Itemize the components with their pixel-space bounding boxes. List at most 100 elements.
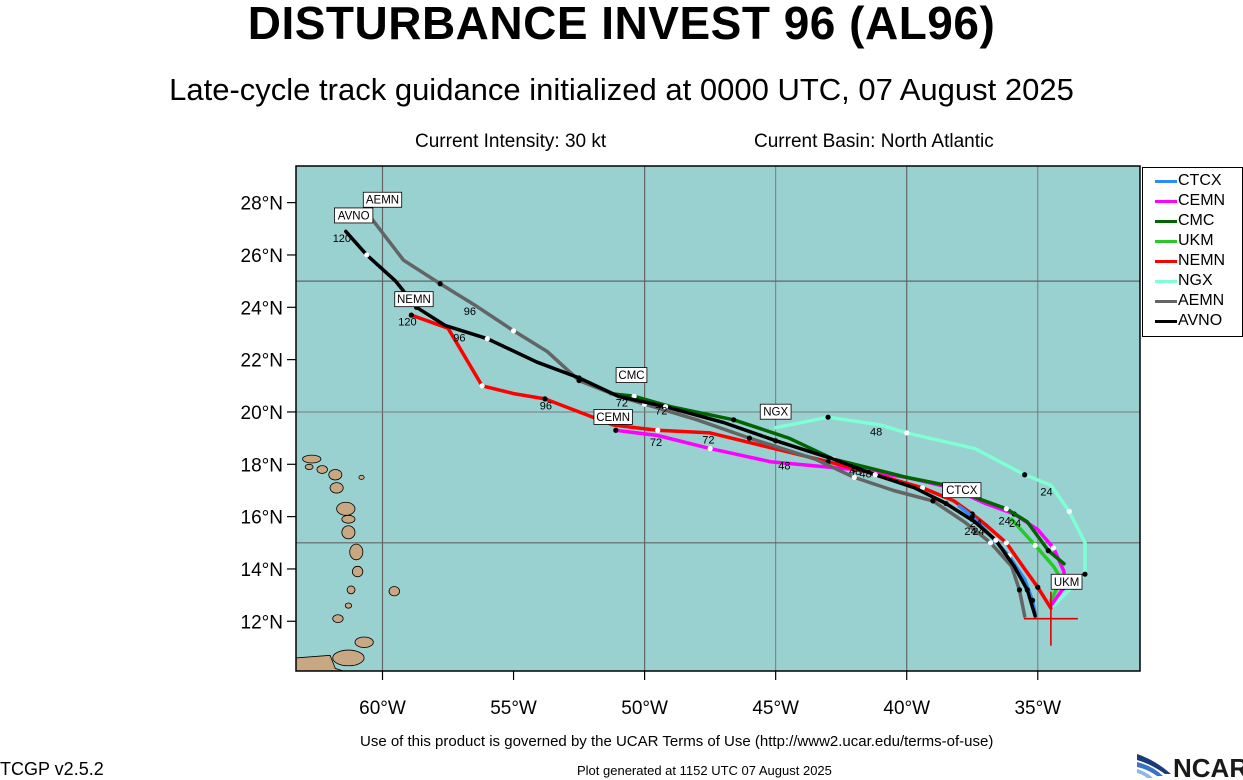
track-point <box>479 383 485 389</box>
terms-of-use: Use of this product is governed by the U… <box>360 733 994 750</box>
forecast-hour-label: 48 <box>778 461 790 473</box>
track-point <box>707 445 713 452</box>
model-label: AVNO <box>338 210 370 222</box>
track-point <box>1022 472 1028 478</box>
model-label: AEMN <box>366 195 399 207</box>
legend-item: NGX <box>1143 271 1243 291</box>
track-point <box>872 472 878 478</box>
island <box>388 586 400 597</box>
track-point <box>1016 587 1023 593</box>
island <box>329 482 344 494</box>
track-point <box>1066 508 1072 514</box>
track-point <box>437 281 443 287</box>
model-label-box <box>1050 573 1083 590</box>
lat-tick-label: 16°N <box>241 508 283 529</box>
legend-label: AVNO <box>1178 312 1223 329</box>
track-point <box>1024 587 1030 593</box>
generated-timestamp: Plot generated at 1152 UTC 07 August 202… <box>577 763 832 778</box>
legend-label: UKM <box>1178 232 1214 249</box>
model-label-box <box>759 403 792 420</box>
track-point <box>825 414 831 420</box>
model-label: NEMN <box>397 294 431 306</box>
legend-swatch <box>1155 180 1177 183</box>
ncar-logo-mark <box>1137 754 1171 778</box>
model-label-box <box>615 367 648 383</box>
track-avno <box>344 229 1037 618</box>
legend-item: CMC <box>1143 211 1243 231</box>
track-point <box>1003 506 1009 512</box>
legend-item: CTCX <box>1143 171 1243 191</box>
island <box>354 636 374 648</box>
track-point <box>542 396 548 402</box>
legend-label: AEMN <box>1178 292 1225 309</box>
forecast-hour-label: 48 <box>860 468 872 480</box>
legend-item: UKM <box>1143 231 1243 251</box>
track-point <box>631 393 637 399</box>
track-point <box>987 540 994 546</box>
lon-tick-label: 55°W <box>490 698 537 719</box>
track-point <box>993 537 999 543</box>
track-nemn <box>409 313 1053 610</box>
current-intensity: Current Intensity: 30 kt <box>415 131 607 152</box>
track-aemn <box>367 213 1027 618</box>
track-point <box>576 375 582 381</box>
island <box>316 465 328 474</box>
forecast-hour-label: 120 <box>398 317 416 329</box>
model-label-box <box>394 291 434 308</box>
forecast-hour-label: 24 <box>972 526 984 538</box>
island <box>302 454 322 464</box>
model-label: CMC <box>618 370 644 382</box>
lon-tick-label: 50°W <box>621 698 668 719</box>
legend-label: CEMN <box>1178 192 1226 209</box>
legend-swatch <box>1155 260 1177 263</box>
forecast-hour-label: 24 <box>998 515 1010 527</box>
lat-tick-label: 14°N <box>241 560 283 581</box>
ncar-logo-text: NCAR <box>1173 753 1243 780</box>
legend-label: CTCX <box>1178 172 1222 189</box>
legend-item: AEMN <box>1143 291 1243 311</box>
island <box>358 474 365 480</box>
legend-item: AVNO <box>1143 311 1243 331</box>
model-label-box <box>334 207 374 224</box>
track-point <box>662 404 669 410</box>
lon-tick-label: 60°W <box>359 698 406 719</box>
track-point <box>1003 540 1009 546</box>
forecast-hour-label: 48 <box>870 427 882 439</box>
legend-label: NGX <box>1178 272 1213 289</box>
model-label: CTCX <box>946 485 978 497</box>
track-point <box>1045 548 1051 554</box>
ocean-background <box>296 166 1140 671</box>
model-label: UKM <box>1054 577 1080 589</box>
island <box>346 585 356 595</box>
lat-tick-label: 20°N <box>241 403 283 424</box>
legend-item: NEMN <box>1143 251 1243 271</box>
legend-swatch <box>1155 280 1177 283</box>
lat-tick-label: 24°N <box>241 298 283 319</box>
ncar-logo: NCAR <box>1137 753 1243 780</box>
forecast-hour-label: 96 <box>540 400 552 412</box>
legend-label: CMC <box>1178 212 1215 229</box>
forecast-hour-label: 24 <box>970 518 982 530</box>
island <box>349 543 364 561</box>
track-point <box>746 435 753 441</box>
track-point <box>1082 571 1088 577</box>
track-point <box>364 252 370 258</box>
page-title: DISTURBANCE INVEST 96 (AL96) <box>247 0 996 49</box>
island <box>332 614 344 623</box>
island <box>336 501 356 516</box>
track-point <box>655 427 661 433</box>
model-label: CEMN <box>596 412 630 424</box>
model-label: NGX <box>763 407 788 419</box>
island <box>304 463 314 470</box>
map-frame <box>295 165 1141 672</box>
track-point <box>904 430 910 436</box>
track-point <box>613 427 619 433</box>
track-point <box>930 498 936 504</box>
forecast-hour-label: 120 <box>333 233 351 245</box>
lon-tick-label: 35°W <box>1014 698 1061 719</box>
track-point <box>484 336 490 342</box>
lat-tick-label: 22°N <box>241 351 283 372</box>
lat-tick-label: 28°N <box>241 194 283 215</box>
island <box>332 649 365 667</box>
